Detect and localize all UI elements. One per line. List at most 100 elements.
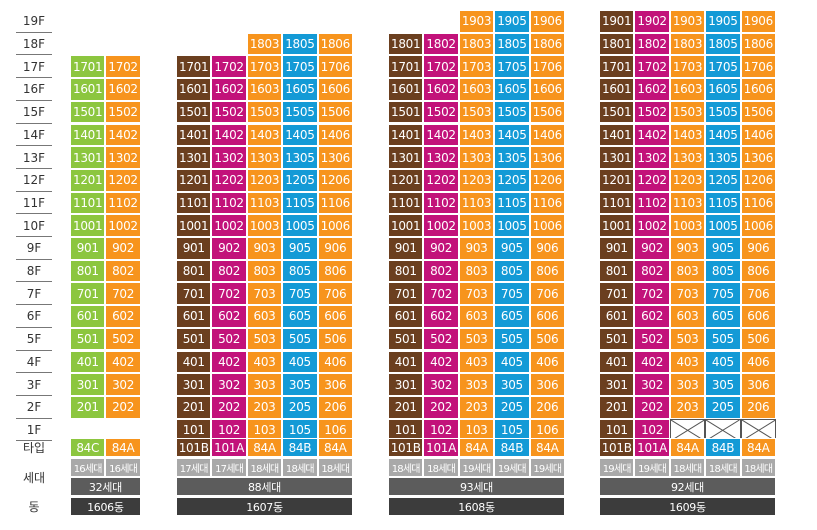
unit-households-count: 18세대 bbox=[740, 458, 776, 477]
unit-cell: 1405 bbox=[494, 123, 530, 147]
unit-cell: 201 bbox=[599, 395, 635, 419]
unit-cell: 803 bbox=[458, 259, 495, 283]
unit-type-label: 101A bbox=[634, 438, 670, 457]
unit-cell: 305 bbox=[282, 373, 318, 396]
unit-cell: 205 bbox=[705, 395, 741, 419]
unit-cell: 1806 bbox=[529, 32, 565, 56]
unit-cell: 502 bbox=[105, 327, 141, 351]
unit-cell: 402 bbox=[211, 350, 247, 374]
unit-cell: 505 bbox=[705, 327, 741, 351]
unit-type-label: 101A bbox=[211, 438, 247, 457]
unit-cell: 1701 bbox=[599, 55, 635, 79]
unit-type-label: 84C bbox=[70, 438, 106, 457]
unit-cell: 1305 bbox=[282, 146, 318, 169]
building-name: 1609동 bbox=[599, 497, 776, 516]
floor-label: 7F bbox=[26, 286, 42, 301]
unit-cell: 1903 bbox=[669, 10, 706, 33]
unit-cell: 806 bbox=[317, 259, 353, 283]
unit-cell: 606 bbox=[529, 305, 565, 328]
unit-cell: 602 bbox=[105, 305, 141, 328]
unit-cell: 1002 bbox=[634, 214, 670, 237]
floor-divider bbox=[16, 77, 52, 79]
unit-cell: 1901 bbox=[599, 10, 635, 33]
unit-cell: 1305 bbox=[705, 146, 741, 169]
unit-households-count: 19세대 bbox=[529, 458, 565, 477]
unit-cell: 301 bbox=[388, 373, 424, 396]
unit-cell: 706 bbox=[740, 282, 776, 306]
unit-cell: 1705 bbox=[705, 55, 741, 79]
unit-cell: 1301 bbox=[388, 146, 424, 169]
unit-cell: 1001 bbox=[176, 214, 212, 237]
unit-cell: 405 bbox=[282, 350, 318, 374]
unit-cell: 1702 bbox=[211, 55, 247, 79]
unit-cell: 1206 bbox=[317, 168, 353, 192]
unit-cell: 1202 bbox=[105, 168, 141, 192]
building-total-households: 93세대 bbox=[388, 477, 565, 496]
floor-label: 6F bbox=[26, 309, 42, 324]
unit-type-label: 84A bbox=[317, 438, 353, 457]
unit-cell: 1303 bbox=[246, 146, 283, 169]
unit-type-label: 84A bbox=[740, 438, 776, 457]
unit-cell: 1803 bbox=[246, 32, 283, 56]
unit-cell: 902 bbox=[105, 237, 141, 260]
floor-label: 18F bbox=[22, 37, 46, 52]
unit-cell: 1001 bbox=[599, 214, 635, 237]
unit-cell: 1503 bbox=[246, 100, 283, 124]
unit-cell: 701 bbox=[70, 282, 106, 306]
unit-cell: 206 bbox=[529, 395, 565, 419]
unit-cell: 405 bbox=[494, 350, 530, 374]
unit-cell: 1301 bbox=[599, 146, 635, 169]
unit-cell: 806 bbox=[529, 259, 565, 283]
unit-cell: 1201 bbox=[176, 168, 212, 192]
unit-cell: 1701 bbox=[388, 55, 424, 79]
unit-cell: 1502 bbox=[211, 100, 247, 124]
unit-cell: 1503 bbox=[669, 100, 706, 124]
unit-cell: 305 bbox=[494, 373, 530, 396]
floor-label: 8F bbox=[26, 264, 42, 279]
unit-cell: 302 bbox=[423, 373, 459, 396]
unit-households-count: 19세대 bbox=[599, 458, 635, 477]
unit-cell: 1506 bbox=[529, 100, 565, 124]
unit-type-label: 84B bbox=[494, 438, 530, 457]
unit-cell: 1602 bbox=[105, 78, 141, 101]
unit-cell: 1306 bbox=[740, 146, 776, 169]
unit-cell: 1802 bbox=[634, 32, 670, 56]
unit-cell: 506 bbox=[740, 327, 776, 351]
unit-cell: 1306 bbox=[529, 146, 565, 169]
unit-cell: 1105 bbox=[282, 191, 318, 215]
unit-cell: 1601 bbox=[388, 78, 424, 101]
unit-cell: 1905 bbox=[494, 10, 530, 33]
unit-cell: 1803 bbox=[458, 32, 495, 56]
floor-label: 10F bbox=[22, 218, 46, 233]
unit-cell: 202 bbox=[634, 395, 670, 419]
unit-cell: 602 bbox=[423, 305, 459, 328]
unit-cell: 1102 bbox=[211, 191, 247, 215]
unit-cell: 1902 bbox=[634, 10, 670, 33]
unit-cell: 605 bbox=[282, 305, 318, 328]
unit-cell: 702 bbox=[211, 282, 247, 306]
unit-cell: 403 bbox=[246, 350, 283, 374]
unit-type-label: 101B bbox=[388, 438, 424, 457]
unit-cell: 505 bbox=[494, 327, 530, 351]
unit-cell: 706 bbox=[317, 282, 353, 306]
unit-cell: 1006 bbox=[317, 214, 353, 237]
unit-cell: 1402 bbox=[423, 123, 459, 147]
unit-cell: 1303 bbox=[669, 146, 706, 169]
unit-cell: 1506 bbox=[317, 100, 353, 124]
floor-label: 5F bbox=[26, 332, 42, 347]
unit-cell: 501 bbox=[176, 327, 212, 351]
unit-cell: 701 bbox=[388, 282, 424, 306]
unit-cell: 705 bbox=[494, 282, 530, 306]
floor-divider bbox=[16, 258, 52, 260]
unit-cell: 1106 bbox=[317, 191, 353, 215]
unit-cell: 201 bbox=[70, 395, 106, 419]
unit-cell: 903 bbox=[669, 237, 706, 260]
unit-households-count: 16세대 bbox=[105, 458, 141, 477]
unit-cell: 101 bbox=[388, 418, 424, 442]
floor-label: 4F bbox=[26, 354, 42, 369]
unit-cell: 1003 bbox=[246, 214, 283, 237]
unit-cell: 205 bbox=[494, 395, 530, 419]
unit-cell: 1103 bbox=[458, 191, 495, 215]
unit-cell: 1706 bbox=[740, 55, 776, 79]
unit-cell: 1205 bbox=[282, 168, 318, 192]
